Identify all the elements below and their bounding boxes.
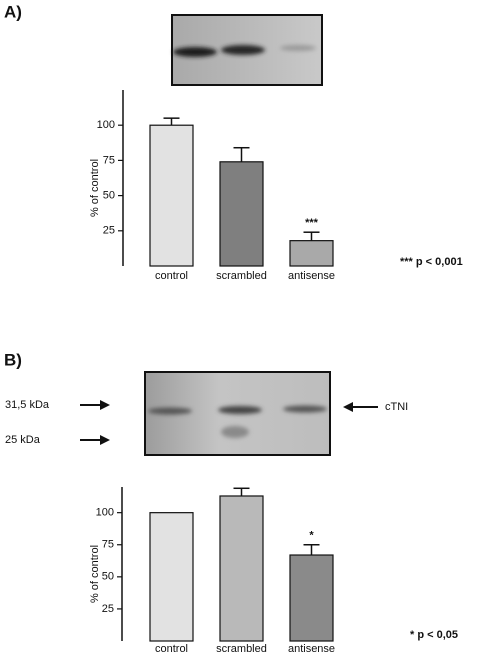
bar (149, 124, 194, 267)
y-tick-label: 25 (102, 603, 114, 615)
y-tick-label: 25 (103, 225, 115, 237)
significance-note: * p < 0,05 (410, 629, 458, 641)
bar (289, 554, 334, 642)
x-tick-label: control (155, 270, 188, 282)
significance: * (309, 530, 314, 542)
y-tick-label: 100 (96, 507, 114, 519)
blot-a (171, 14, 323, 86)
bar (219, 161, 264, 267)
y-tick-label: 50 (102, 571, 114, 583)
x-tick-label: antisense (288, 643, 335, 655)
y-axis-label: % of control (89, 159, 101, 217)
x-tick-label: scrambled (216, 270, 267, 282)
x-tick-label: scrambled (216, 643, 267, 655)
bar (219, 495, 264, 642)
y-axis-label: % of control (89, 545, 101, 603)
y-tick-label: 75 (102, 539, 114, 551)
bar (149, 512, 194, 642)
significance-note: *** p < 0,001 (400, 256, 463, 268)
arrows (80, 400, 378, 445)
significance: *** (305, 217, 319, 229)
bar (289, 240, 334, 267)
y-tick-label: 75 (103, 154, 115, 166)
x-tick-label: control (155, 643, 188, 655)
y-tick-label: 50 (103, 190, 115, 202)
y-tick-label: 100 (97, 119, 115, 131)
blot-b (144, 371, 331, 456)
blot-protein-label: cTNI (385, 401, 408, 413)
panel-label: B) (4, 350, 22, 369)
blot-marker-label: 25 kDa (5, 434, 41, 446)
x-tick-label: antisense (288, 270, 335, 282)
panel-label: A) (4, 2, 22, 21)
blot-marker-label: 31,5 kDa (5, 399, 50, 411)
